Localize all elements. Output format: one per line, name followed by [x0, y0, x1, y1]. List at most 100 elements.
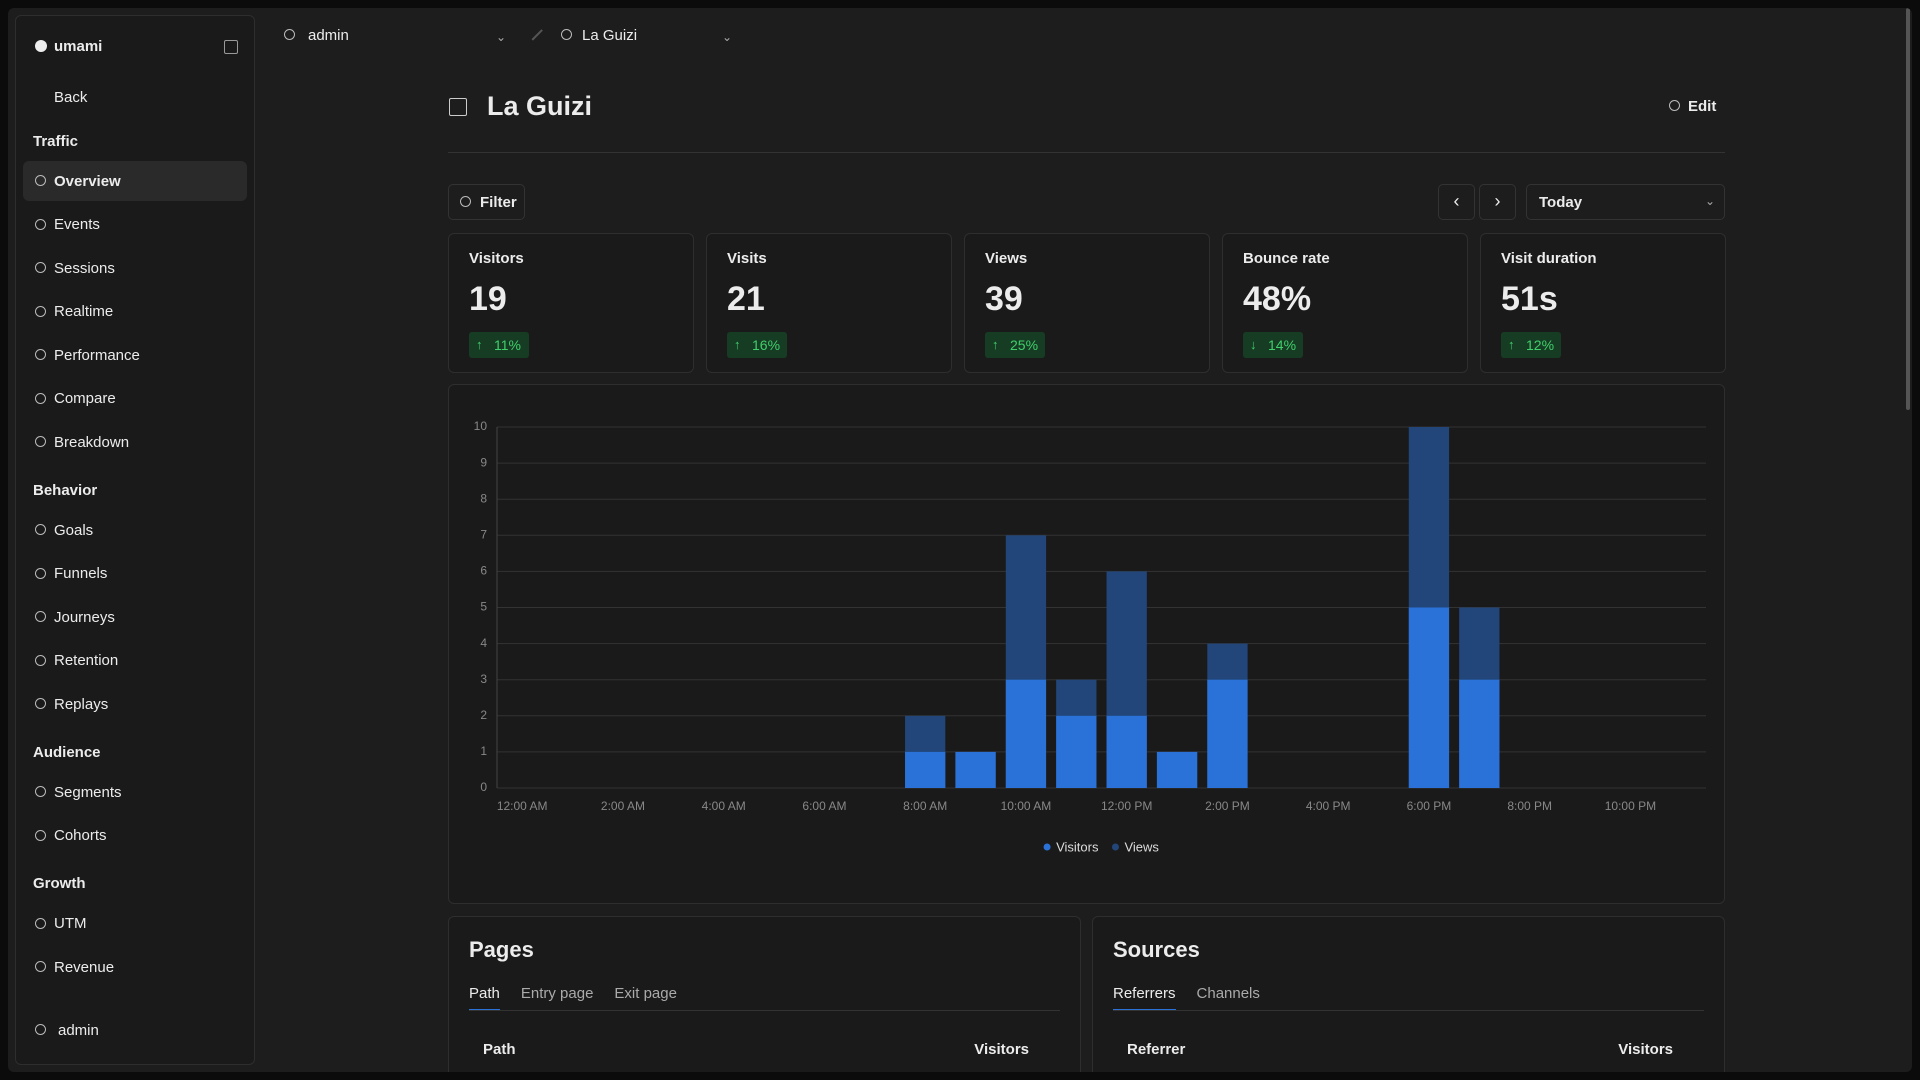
metric-badge	[1501, 332, 1561, 358]
x-tick-label: 8:00 PM	[1507, 799, 1552, 813]
icon	[35, 524, 46, 535]
panel-card	[448, 916, 1081, 1072]
scrollbar-thumb	[1906, 8, 1910, 410]
x-tick-label: 8:00 AM	[903, 799, 947, 813]
bar	[1106, 715, 1147, 788]
metric-label: Views	[985, 249, 1028, 267]
metric-badge	[985, 332, 1045, 358]
metric-value: 39	[985, 280, 1023, 318]
panel-tab[interactable]: Exit page	[614, 984, 677, 1002]
bar	[1005, 679, 1047, 788]
panel-tab[interactable]: Channels	[1196, 984, 1260, 1002]
icon	[35, 392, 46, 404]
nav-item[interactable]: Cohorts	[54, 827, 107, 844]
legend-label: Views	[1124, 839, 1159, 854]
y-tick-label: 6	[480, 564, 487, 578]
x-tick-label: 4:00 AM	[702, 799, 746, 813]
icon	[460, 196, 471, 207]
user[interactable]: admin	[58, 1021, 99, 1039]
edit-button[interactable]: Edit	[1688, 97, 1717, 115]
chevron: ⌄	[1705, 194, 1716, 208]
nav-item[interactable]: Performance	[54, 346, 140, 364]
panel-title: Sources	[1113, 937, 1200, 962]
metric-change: 12%	[1526, 337, 1555, 353]
nav-item[interactable]: Goals	[54, 521, 94, 539]
icon	[35, 961, 46, 972]
back-link[interactable]: Back	[54, 88, 88, 106]
bar	[1156, 751, 1198, 788]
icon	[35, 829, 46, 841]
icon	[35, 611, 46, 622]
icon	[35, 786, 46, 797]
y-tick-label: 8	[480, 491, 487, 505]
section-title: Traffic	[33, 132, 79, 150]
metric-change: 16%	[752, 337, 781, 353]
range-label[interactable]: Today	[1539, 193, 1583, 211]
metric-value: 19	[469, 280, 507, 318]
nav-item[interactable]: Events	[54, 216, 100, 233]
metric-arrow: ↑	[476, 337, 483, 352]
legend-dot	[1043, 843, 1051, 851]
panel-tab[interactable]: Referrers	[1113, 984, 1176, 1002]
y-tick-label: 10	[474, 419, 488, 433]
icon	[35, 262, 46, 273]
metric-badge	[727, 332, 787, 358]
nav-item[interactable]: Replays	[54, 695, 109, 713]
metric-value: 51s	[1501, 280, 1558, 318]
column-header: Path	[483, 1040, 516, 1058]
bar	[905, 751, 946, 788]
tabs-border	[1113, 1010, 1704, 1011]
icon	[35, 218, 46, 230]
metric-change: 14%	[1268, 337, 1297, 353]
nav-item[interactable]: Sessions	[54, 259, 115, 277]
filter-button[interactable]	[448, 184, 525, 220]
range-select[interactable]	[1526, 184, 1725, 220]
filter-label[interactable]: Filter	[480, 193, 517, 211]
bar	[1056, 715, 1097, 788]
team-select[interactable]: admin	[308, 26, 349, 44]
metric-label: Bounce rate	[1243, 249, 1330, 267]
metric-arrow: ↑	[734, 337, 741, 352]
nav-button[interactable]: ‹	[1438, 184, 1475, 220]
section-title: Behavior	[33, 481, 98, 499]
x-tick-label: 12:00 AM	[497, 799, 548, 813]
y-tick-label: 3	[480, 672, 487, 686]
x-tick-label: 6:00 AM	[802, 799, 846, 813]
metric-arrow: ↓	[1250, 337, 1257, 352]
column-header: Visitors	[974, 1040, 1029, 1058]
x-tick-label: 2:00 PM	[1205, 799, 1250, 813]
panel-tab[interactable]: Entry page	[520, 984, 594, 1002]
metric-badge	[469, 332, 529, 358]
nav-item[interactable]: Segments	[54, 783, 122, 801]
nav-button[interactable]: ›	[1479, 184, 1516, 220]
nav-item[interactable]: Funnels	[54, 565, 108, 582]
nav-item[interactable]: Overview	[54, 172, 121, 190]
panel-tab[interactable]: Path	[469, 984, 500, 1002]
nav-item[interactable]: Breakdown	[54, 433, 130, 451]
column-header: Visitors	[1618, 1040, 1673, 1058]
metric-badge	[1243, 332, 1303, 358]
sidebar-toggle[interactable]	[224, 40, 238, 54]
icon	[1669, 100, 1680, 111]
nav-item[interactable]: Journeys	[54, 608, 115, 626]
website-select[interactable]: La Guizi	[582, 26, 638, 44]
bar	[955, 751, 996, 788]
y-tick-label: 9	[480, 455, 487, 469]
x-tick-label: 12:00 PM	[1101, 799, 1152, 813]
icon	[35, 567, 46, 579]
active-item	[23, 161, 247, 201]
y-tick-label: 0	[480, 780, 487, 794]
nav-item[interactable]: Retention	[54, 652, 119, 669]
nav-item[interactable]: Compare	[54, 390, 116, 407]
nav-item[interactable]: Revenue	[54, 958, 115, 976]
metric-change: 11%	[494, 337, 521, 353]
icon	[35, 917, 46, 929]
section-title: Growth	[33, 875, 86, 892]
nav-item[interactable]: UTM	[54, 915, 87, 932]
x-tick-label: 10:00 PM	[1605, 799, 1656, 813]
panel-card	[1092, 916, 1725, 1072]
slash	[531, 29, 543, 41]
nav-item[interactable]: Realtime	[54, 303, 114, 320]
x-tick-label: 10:00 AM	[1001, 799, 1052, 813]
legend-label: Visitors	[1056, 839, 1099, 854]
